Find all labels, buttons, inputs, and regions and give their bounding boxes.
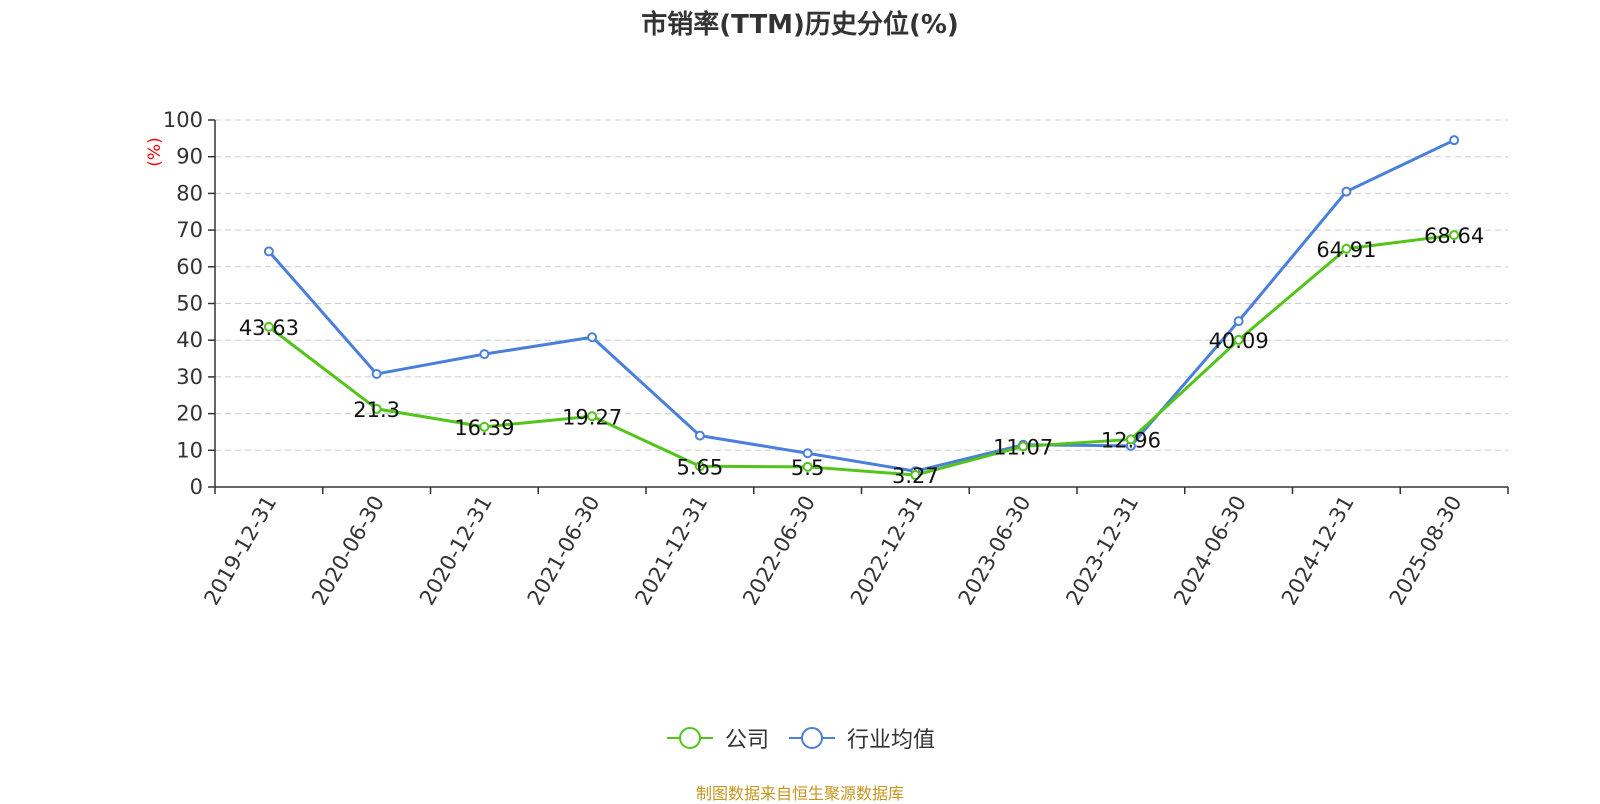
x-tick-label: 2021-12-31 xyxy=(630,492,712,610)
data-point-company[interactable] xyxy=(1341,243,1352,254)
data-point-company[interactable] xyxy=(1449,230,1460,241)
legend-item-company[interactable]: 公司 xyxy=(665,722,769,754)
data-label-company: 5.65 xyxy=(676,455,723,479)
data-point-company[interactable] xyxy=(479,421,490,432)
data-point-company[interactable] xyxy=(1233,334,1244,345)
x-tick-label: 2021-06-30 xyxy=(523,492,605,610)
data-point-company[interactable] xyxy=(1125,434,1136,445)
data-label-company: 16.39 xyxy=(454,416,514,440)
y-tick-label: 10 xyxy=(176,438,203,462)
legend-company-icon xyxy=(666,727,713,749)
y-tick-label: 40 xyxy=(176,328,203,352)
y-tick-label: 90 xyxy=(176,145,203,169)
y-tick-label: 20 xyxy=(176,402,203,426)
data-point-company[interactable] xyxy=(694,461,705,472)
data-label-company: 3.27 xyxy=(892,464,939,488)
data-point-industry[interactable] xyxy=(1341,186,1352,197)
y-axis-label: (%) xyxy=(145,137,165,166)
x-tick-label: 2024-06-30 xyxy=(1169,492,1251,610)
data-label-company: 43.63 xyxy=(239,316,299,340)
data-labels: 43.63 21.3 16.39 19.27 5.65 5.5 3.27 11.07 12.96… xyxy=(239,224,1484,488)
data-point-company[interactable] xyxy=(587,411,598,422)
x-tick-label: 2024-12-31 xyxy=(1277,492,1359,610)
x-tick-label: 2022-12-31 xyxy=(846,492,928,610)
y-tick-label: 100 xyxy=(163,108,203,132)
data-point-company[interactable] xyxy=(263,321,274,332)
source-note: 制图数据来自恒生聚源数据库 xyxy=(695,784,904,803)
y-tick-label: 80 xyxy=(176,181,203,205)
axes: 0 10 20 30 40 50 60 70 80 90 100 (%) 2019-12-31 2020-… xyxy=(145,108,1509,610)
data-point-industry[interactable] xyxy=(1233,316,1244,327)
data-point-industry[interactable] xyxy=(802,448,813,459)
series-line-industry xyxy=(267,138,1455,473)
x-tick-label: 2023-06-30 xyxy=(954,492,1036,610)
y-tick-label: 30 xyxy=(176,365,203,389)
x-tick-label: 2020-12-31 xyxy=(415,492,497,610)
data-point-company[interactable] xyxy=(802,461,813,472)
x-tick-label: 2020-06-30 xyxy=(307,492,389,610)
data-label-company: 68.64 xyxy=(1424,224,1484,248)
data-point-industry[interactable] xyxy=(371,368,382,379)
series-layer xyxy=(263,135,1460,480)
data-point-industry[interactable] xyxy=(1449,135,1460,146)
y-tick-label: 60 xyxy=(176,255,203,279)
chart-title: 市销率(TTM)历史分位(%) xyxy=(641,10,959,40)
data-label-company: 40.09 xyxy=(1209,329,1269,353)
data-point-company[interactable] xyxy=(371,403,382,414)
data-point-industry[interactable] xyxy=(479,349,490,360)
data-point-industry[interactable] xyxy=(587,332,598,343)
legend-industry-icon xyxy=(789,727,835,749)
data-label-company: 64.91 xyxy=(1316,238,1376,262)
data-label-company: 5.5 xyxy=(791,456,824,480)
y-tick-label: 50 xyxy=(176,292,203,316)
legend-item-industry[interactable]: 行业均值 xyxy=(787,722,935,754)
legend-industry-label: 行业均值 xyxy=(847,728,936,753)
data-point-industry[interactable] xyxy=(694,430,705,441)
legend: 公司 行业均值 xyxy=(0,722,1600,754)
y-tick-label: 0 xyxy=(190,475,203,499)
x-tick-label: 2022-06-30 xyxy=(738,492,820,610)
legend-company-label: 公司 xyxy=(724,728,769,753)
data-label-company: 19.27 xyxy=(562,405,622,429)
data-label-company: 21.3 xyxy=(353,398,400,422)
grid-lines xyxy=(215,119,1508,451)
data-label-company: 11.07 xyxy=(993,435,1053,459)
x-tick-label: 2019-12-31 xyxy=(199,492,281,610)
data-point-industry[interactable] xyxy=(263,246,274,257)
y-tick-label: 70 xyxy=(176,218,203,242)
series-line-company xyxy=(267,233,1455,477)
data-point-company[interactable] xyxy=(910,469,921,480)
data-label-company: 12.96 xyxy=(1101,428,1161,452)
data-point-company[interactable] xyxy=(1018,441,1029,452)
x-tick-label: 2025-08-30 xyxy=(1385,492,1467,610)
x-tick-label: 2023-12-31 xyxy=(1061,492,1143,610)
